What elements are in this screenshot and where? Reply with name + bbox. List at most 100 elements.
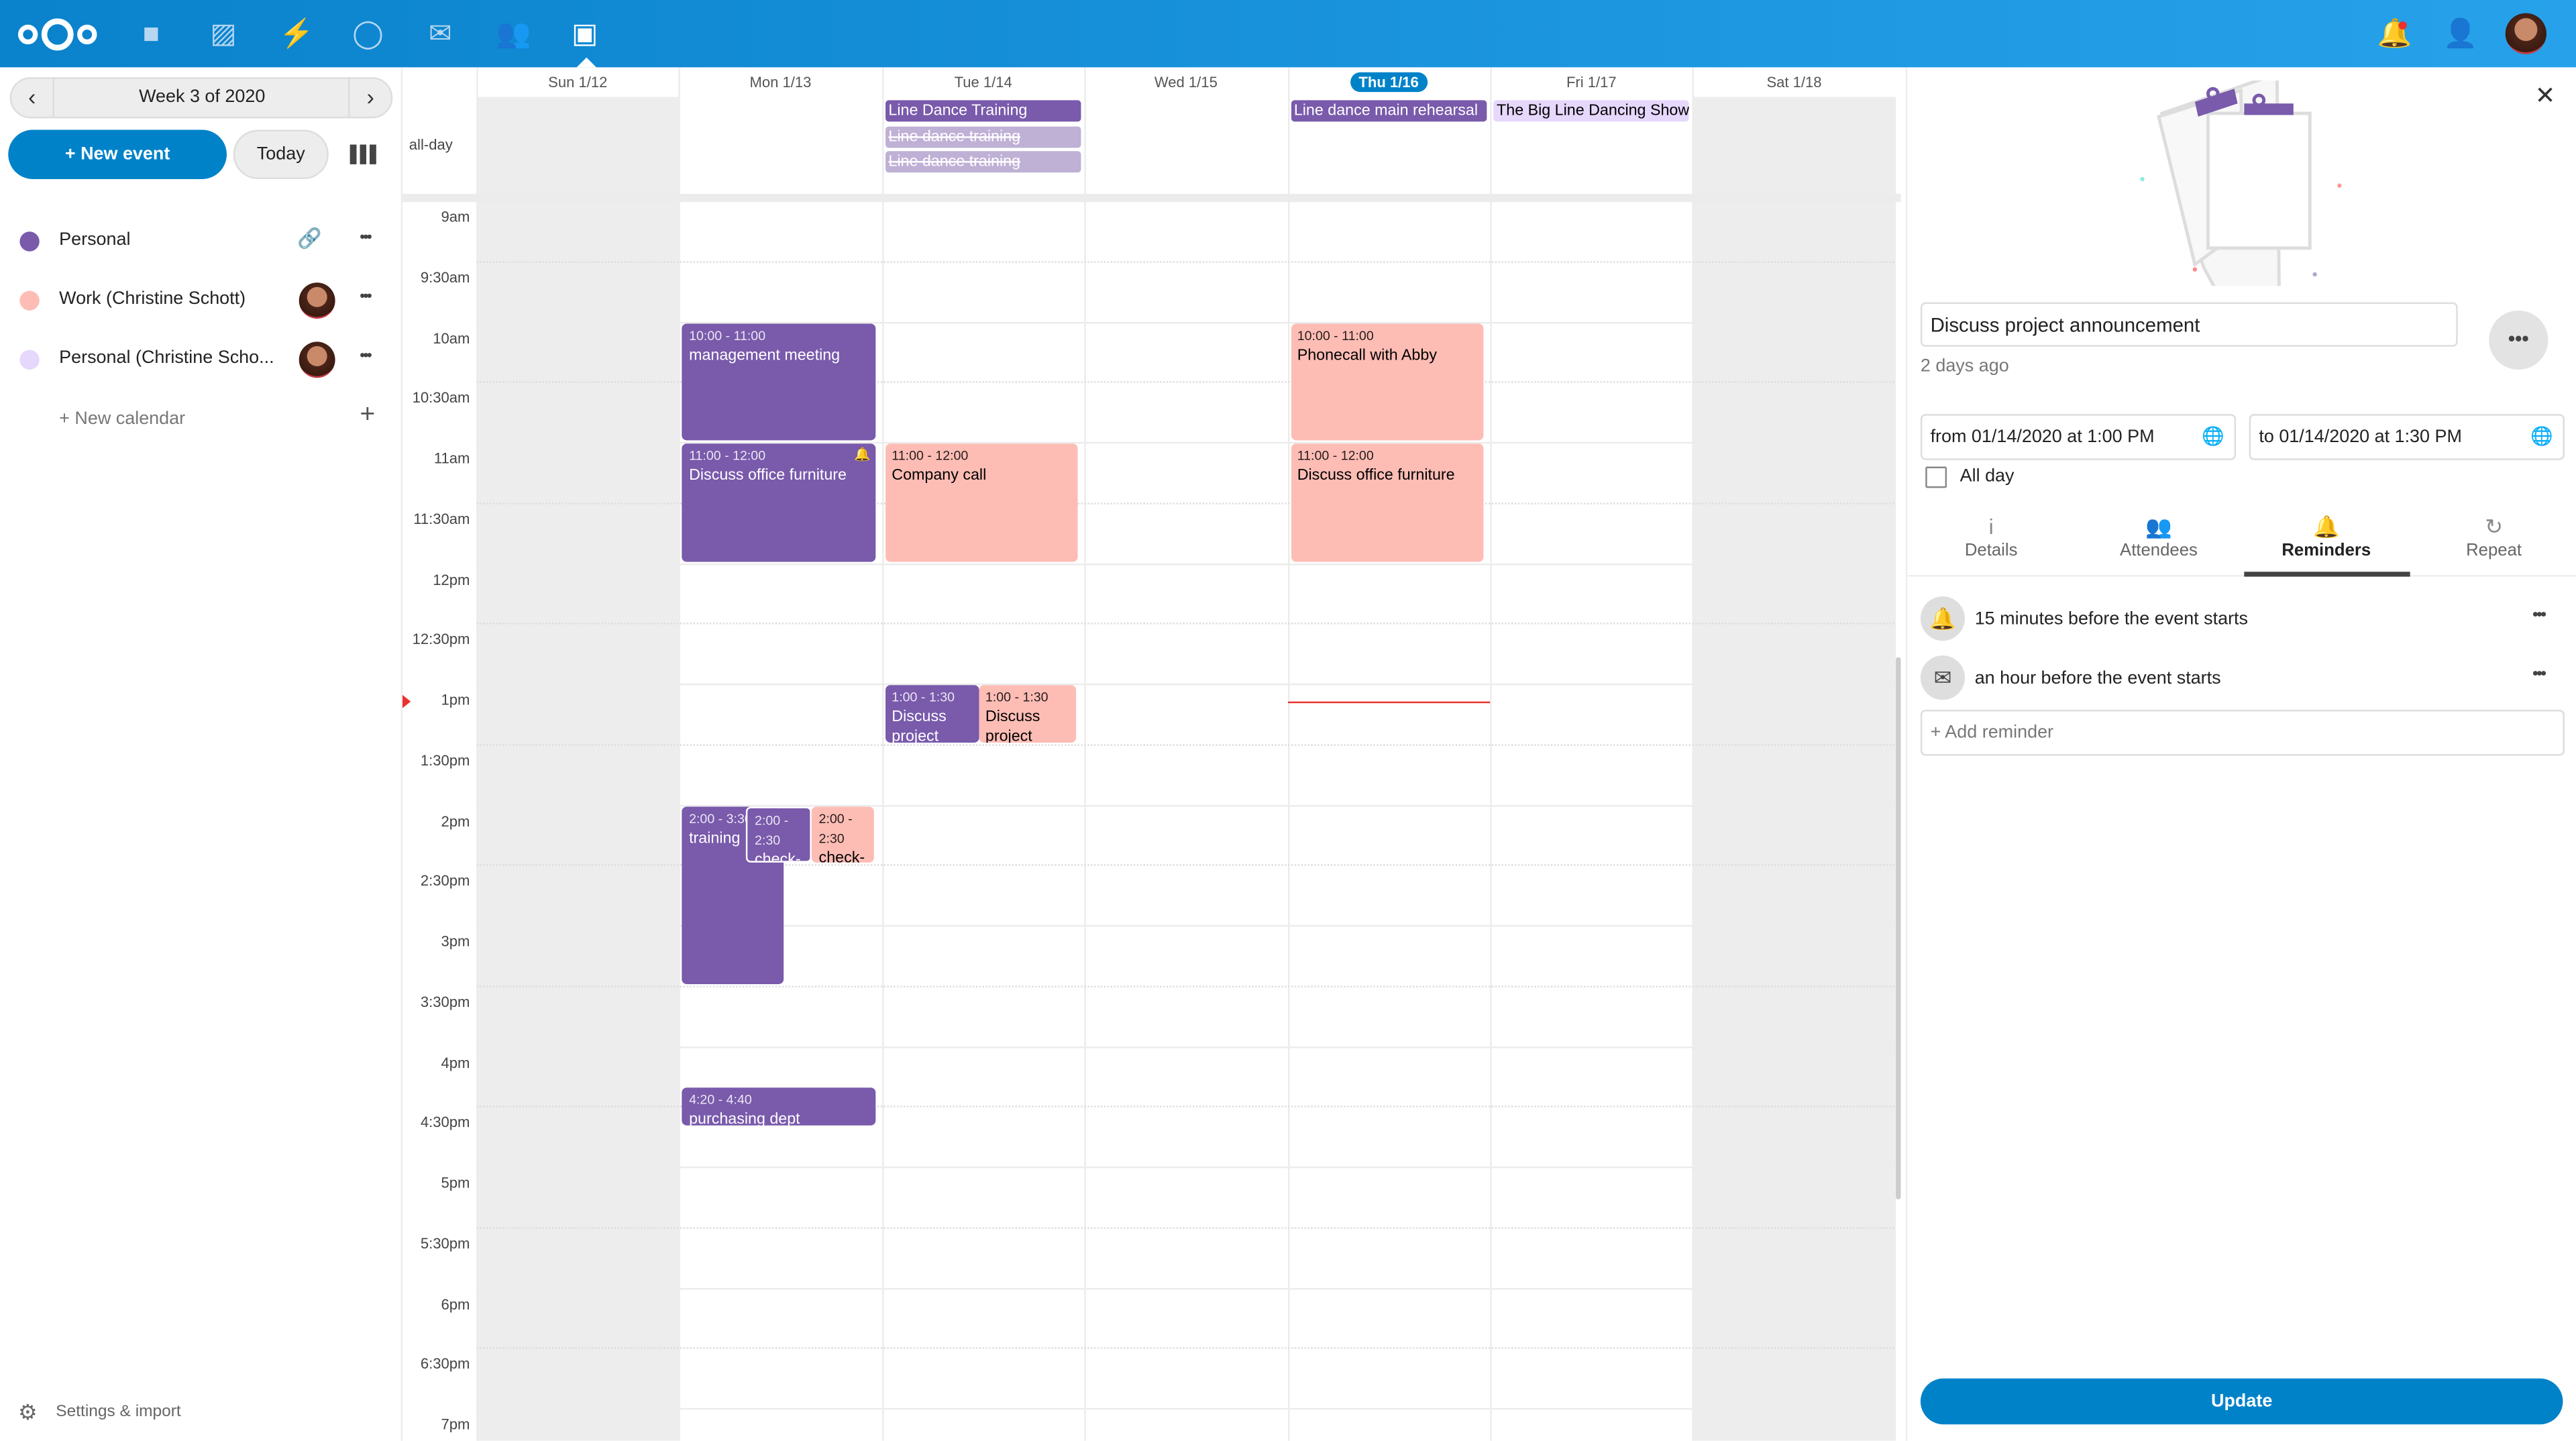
all-day-event[interactable]: The Big Line Dancing Show	[1493, 100, 1690, 122]
photos-icon[interactable]: ▨	[210, 17, 237, 50]
event-title: management meeting	[689, 345, 841, 364]
day-column[interactable]	[881, 67, 1085, 1441]
calendar-more-button[interactable]: •••	[360, 346, 372, 364]
new-event-button[interactable]: + New event	[8, 129, 227, 179]
view-switcher-icon[interactable]	[350, 144, 376, 164]
hour-line	[476, 502, 1894, 504]
calendar-item[interactable]: Work (Christine Schott) •••	[0, 276, 402, 325]
hour-line	[476, 321, 1894, 323]
gear-icon[interactable]: ⚙	[17, 1399, 38, 1425]
previous-week-button[interactable]: ‹	[11, 78, 54, 117]
day-header[interactable]: Fri 1/17	[1490, 67, 1693, 97]
day-column[interactable]	[1084, 67, 1287, 1441]
day-header[interactable]: Tue 1/14	[882, 67, 1085, 97]
files-icon[interactable]: ■	[142, 17, 160, 50]
week-label[interactable]: Week 3 of 2020	[139, 87, 266, 107]
event-sidebar: ✕ Discuss project announcement ••• 2 day…	[1905, 67, 2576, 1441]
day-header[interactable]: Sat 1/18	[1693, 67, 1895, 97]
next-week-button[interactable]: ›	[348, 78, 391, 117]
contacts-menu-icon[interactable]: 👤	[2443, 17, 2478, 50]
day-column[interactable]	[1287, 67, 1490, 1441]
calendar-event[interactable]: 2:00 - 3:30 training	[682, 806, 785, 984]
calendar-event[interactable]: 1:00 - 1:30 Discuss project	[979, 685, 1076, 743]
day-column[interactable]	[1693, 67, 1895, 1441]
today-button[interactable]: Today	[233, 129, 329, 179]
contacts-icon[interactable]: 👥	[496, 17, 531, 50]
tab-reminders[interactable]: 🔔 Reminders	[2244, 515, 2408, 561]
day-header[interactable]: Mon 1/13	[679, 67, 881, 97]
settings-import-button[interactable]: Settings & import	[56, 1403, 181, 1422]
calendar-event[interactable]: 11:00 - 12:00 Discuss office furniture 🔔	[682, 443, 875, 562]
day-header[interactable]: Wed 1/15	[1085, 67, 1287, 97]
plus-icon[interactable]: +	[360, 401, 376, 429]
start-date-input[interactable]: from 01/14/2020 at 1:00 PM 🌐	[1920, 414, 2237, 460]
activity-icon[interactable]: ⚡	[279, 17, 315, 50]
modified-time: 2 days ago	[1920, 356, 2009, 376]
time-label: 12:30pm	[412, 631, 470, 648]
all-day-event[interactable]: Line dance training	[885, 151, 1081, 173]
time-label: 4:30pm	[420, 1114, 470, 1131]
event-time: 10:00 - 11:00	[1297, 327, 1374, 343]
calendar-color-dot[interactable]	[19, 290, 40, 311]
all-day-checkbox[interactable]	[1925, 466, 1947, 488]
talk-icon[interactable]: ◯	[352, 17, 384, 50]
calendar-event[interactable]: 1:00 - 1:30 Discuss project announcement	[885, 685, 979, 743]
tab-label: Reminders	[2282, 540, 2371, 561]
calendar-event[interactable]: 2:00 - 2:30 check-in	[746, 806, 812, 863]
reminder-text[interactable]: 15 minutes before the event starts	[1974, 609, 2249, 629]
day-column[interactable]	[679, 67, 881, 1441]
all-day-event[interactable]: Line dance training	[885, 125, 1081, 148]
all-day-label: all-day	[409, 136, 453, 153]
calendar-name: Work (Christine Schott)	[59, 289, 246, 309]
reminder-more-button[interactable]: •••	[2532, 665, 2546, 684]
calendar-event[interactable]: 10:00 - 11:00 management meeting	[682, 323, 875, 441]
calendar-item[interactable]: Personal (Christine Scho... •••	[0, 335, 402, 384]
event-title: purchasing dept	[689, 1110, 800, 1125]
scrollbar[interactable]	[1896, 657, 1901, 1199]
hour-line	[476, 985, 1894, 988]
notifications-icon[interactable]: 🔔	[2377, 17, 2412, 50]
tab-repeat[interactable]: ↻ Repeat	[2412, 515, 2576, 561]
calendar-event[interactable]: 4:20 - 4:40 purchasing dept	[682, 1087, 875, 1125]
calendar-color-dot[interactable]	[19, 350, 40, 370]
calendar-more-button[interactable]: •••	[360, 228, 372, 245]
time-label: 7pm	[441, 1416, 470, 1433]
calendar-event[interactable]: 11:00 - 12:00 Company call	[885, 443, 1079, 562]
timezone-globe-icon[interactable]: 🌐	[2530, 427, 2553, 447]
calendar-icon[interactable]: ▣	[572, 17, 598, 50]
day-column[interactable]	[476, 67, 679, 1441]
user-avatar[interactable]	[2505, 13, 2546, 54]
reminder-more-button[interactable]: •••	[2532, 606, 2546, 625]
close-icon[interactable]: ✕	[2534, 82, 2556, 111]
day-header[interactable]: Thu 1/16	[1287, 67, 1490, 97]
calendar-event[interactable]: 2:00 - 2:30 check-in	[812, 806, 875, 863]
calendar-event[interactable]: 10:00 - 11:00 Phonecall with Abby	[1290, 323, 1484, 441]
all-day-event[interactable]: Line Dance Training	[885, 100, 1081, 122]
timezone-globe-icon[interactable]: 🌐	[2202, 427, 2224, 447]
time-label: 6pm	[441, 1295, 470, 1312]
event-title: check-in	[755, 850, 801, 863]
reminder-text[interactable]: an hour before the event starts	[1974, 668, 2221, 689]
calendar-event[interactable]: 11:00 - 12:00 Discuss office furniture	[1290, 443, 1484, 562]
start-date-value: from 01/14/2020 at 1:00 PM	[1930, 427, 2155, 447]
add-reminder-button[interactable]: + Add reminder	[1920, 709, 2565, 756]
share-link-icon[interactable]: 🔗	[297, 226, 322, 250]
event-time: 1:00 - 1:30	[892, 690, 955, 705]
more-actions-button[interactable]: •••	[2489, 310, 2548, 370]
calendar-more-button[interactable]: •••	[360, 287, 372, 305]
all-day-event[interactable]: Line dance main rehearsal	[1290, 100, 1487, 122]
calendar-item[interactable]: Personal 🔗 •••	[0, 217, 402, 266]
end-date-input[interactable]: to 01/14/2020 at 1:30 PM 🌐	[2249, 414, 2565, 460]
tab-attendees[interactable]: 👥 Attendees	[2077, 515, 2241, 561]
event-title-input[interactable]: Discuss project announcement	[1920, 302, 2458, 347]
mail-icon[interactable]: ✉	[428, 17, 452, 50]
calendar-color-dot[interactable]	[19, 231, 40, 252]
event-title: training	[689, 829, 741, 847]
tab-details[interactable]: i Details	[1909, 515, 2074, 561]
new-calendar-button[interactable]: + New calendar	[59, 409, 186, 429]
day-header[interactable]: Sun 1/12	[476, 67, 679, 97]
nextcloud-logo-icon[interactable]	[16, 16, 98, 52]
day-column[interactable]	[1490, 67, 1693, 1441]
update-button[interactable]: Update	[1920, 1378, 2563, 1425]
event-time: 1:00 - 1:30	[985, 690, 1049, 705]
